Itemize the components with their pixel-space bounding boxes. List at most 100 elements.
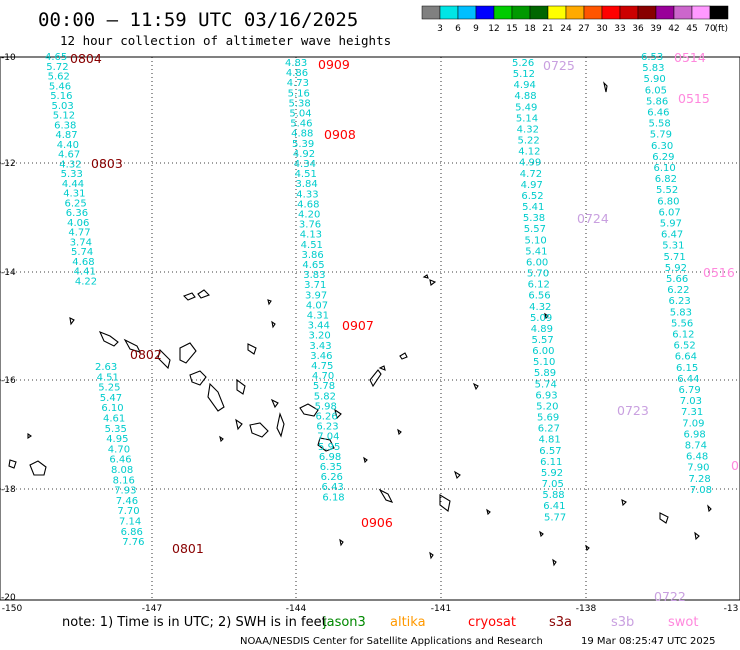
wave-height-value: 6.47 [661,230,683,241]
colorbar-tick-label: 36 [632,24,644,34]
wave-height-value: 4.88 [291,129,313,140]
wave-height-value: 6.25 [65,198,87,209]
wave-height-value: 3.20 [308,331,330,342]
pass-time-label: 0514 [674,50,706,65]
wave-height-value: 6.18 [322,492,344,503]
colorbar-swatch [565,5,585,20]
colorbar-legend: 3 6 9 12 15 18 21 24 27 30 33 36 39 42 45 70(ft) [421,5,729,34]
pass-time-label: 0801 [172,541,204,556]
wave-height-value: 7.05 [542,479,564,490]
wave-height-value: 5.82 [314,391,336,402]
colorbar-tick-label: 39 [650,24,662,34]
wave-height-value: 5.33 [61,169,83,180]
wave-height-value: 4.81 [539,435,561,446]
colorbar-swatch [511,5,531,20]
wave-height-value: 6.07 [659,207,681,218]
wave-height-value: 7.93 [114,486,136,497]
y-tick-label: -18 [1,485,16,495]
wave-height-value: 6.41 [543,501,565,512]
wave-height-value: 4.51 [301,240,323,251]
wave-height-value: 5.69 [537,413,559,424]
colorbar-swatch [439,5,459,20]
satellite-legend-item: cryosat [468,615,516,630]
wave-height-value: 5.26 [512,58,534,69]
wave-height-value: 4.20 [298,210,320,221]
wave-height-value: 4.51 [97,372,119,383]
y-axis-ticks: -10 -12 -14 -16 -18 -20 [1,53,16,603]
wave-height-value: 6.22 [667,285,689,296]
wave-height-value: 7.46 [116,496,138,507]
wave-height-value: 5.70 [527,269,549,280]
wave-height-value: 6.80 [657,196,679,207]
colorbar-tick-label: 42 [668,24,679,34]
satellite-legend-item: jason3 [322,615,366,630]
wave-height-value: 5.49 [515,102,537,113]
footer-timestamp: 19 Mar 08:25:47 UTC 2025 [581,636,716,647]
wave-height-value: 6.23 [669,296,691,307]
wave-height-value: 4.88 [514,91,536,102]
pass-time-label: 0725 [543,58,575,73]
wave-height-value: 4.31 [307,311,329,322]
wave-height-value: 5.78 [313,381,335,392]
wave-height-value: 6.46 [109,455,131,466]
wave-height-value: 5.56 [671,318,693,329]
satellite-legend: jason3 altika cryosat s3a s3b swot [322,615,698,630]
wave-height-value: 4.95 [106,434,128,445]
wave-height-value: 6.26 [321,472,343,483]
x-tick-label: -144 [286,604,307,614]
wave-height-value: 7.04 [317,432,339,443]
colorbar-swatch [493,5,513,20]
wave-height-value: 5.12 [513,69,535,80]
wave-height-value: 4.41 [74,267,96,278]
wave-height-value: 6.11 [540,457,562,468]
wave-height-value: 6.43 [322,482,344,493]
wave-height-value: 5.90 [644,74,666,85]
wave-height-value: 7.76 [122,537,144,548]
wave-height-value: 5.39 [292,139,314,150]
x-tick-label: -13 [724,604,739,614]
wave-height-value: 5.97 [660,219,682,230]
wave-height-value: 5.46 [49,81,71,92]
wave-height-value: 5.38 [523,213,545,224]
wave-height-value: 5.25 [98,383,120,394]
colorbar-tick-label: 33 [614,24,625,34]
colorbar-unit: (ft) [714,24,728,34]
wave-height-value: 5.10 [533,357,555,368]
wave-height-value: 3.86 [302,250,324,261]
wave-height-value: 6.10 [101,403,123,414]
wave-height-value: 4.65 [302,260,324,271]
wave-height-value: 6.57 [539,446,561,457]
colorbar-tick-label: 6 [455,24,461,34]
wave-height-value: 4.32 [529,302,551,313]
wave-height-value: 4.32 [59,159,81,170]
satellite-legend-item: altika [390,615,426,630]
wave-height-value: 5.71 [664,252,686,263]
colorbar-swatch [457,5,477,20]
wave-height-value: 6.05 [645,85,667,96]
x-tick-label: -141 [431,604,451,614]
wave-height-value: 4.40 [57,140,79,151]
wave-height-value: 5.57 [524,224,546,235]
wave-height-value: 4.83 [285,58,307,69]
wave-height-value: 5.16 [50,91,72,102]
wave-height-value: 3.97 [305,290,327,301]
wave-height-value: 5.31 [662,241,684,252]
colorbar-tick-label: 9 [473,24,479,34]
pass-time-label: 0515 [678,91,710,106]
pass-time-labels: 0804 0803 0802 0801 0909 0908 0907 0906 0725 0724… [70,50,739,604]
y-tick-label: -16 [1,376,16,386]
pass-time-label: 0516 [703,265,735,280]
colorbar-tick-label: 27 [578,24,589,34]
wave-height-value: 6.79 [679,385,701,396]
wave-height-value: 4.33 [296,189,318,200]
colorbar-swatch [421,5,441,20]
wave-height-value: 5.35 [105,424,127,435]
wave-height-value: 4.77 [68,228,90,239]
wave-height-value: 5.41 [522,202,544,213]
wave-height-value: 3.44 [308,321,330,332]
wave-height-value: 2.63 [95,362,117,373]
pass-time-label: 0804 [70,51,102,66]
wave-height-value: 4.70 [312,371,334,382]
